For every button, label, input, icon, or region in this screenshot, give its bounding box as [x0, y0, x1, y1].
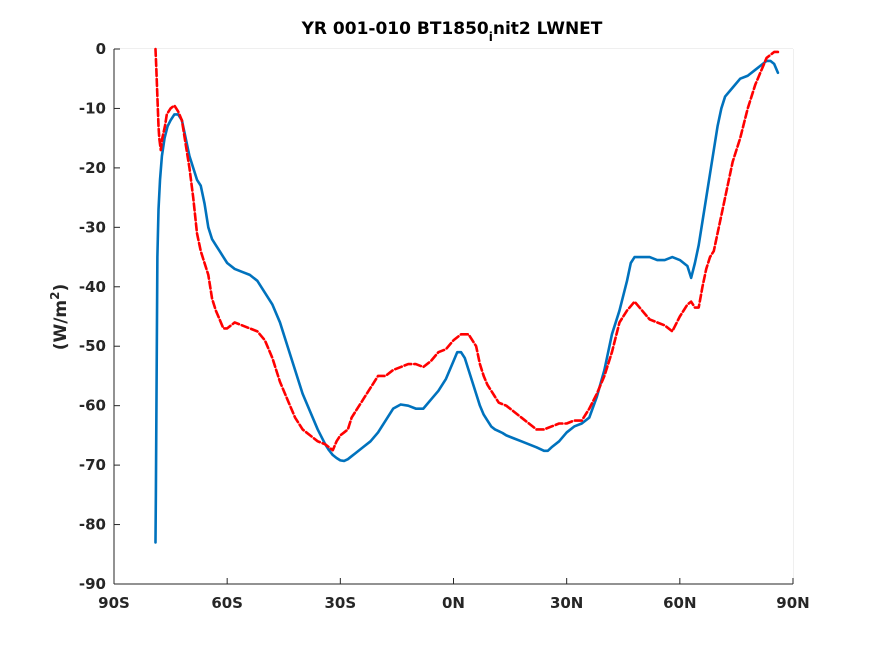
- plot-area: [114, 49, 793, 584]
- y-axis-label-prefix: (W/m: [51, 300, 71, 350]
- y-axis-ticks: 0 -10 -20 -30 -40 -50 -60 -70 -80 -90: [79, 40, 120, 593]
- y-tick-label: -90: [79, 575, 106, 593]
- y-tick-label: 0: [96, 40, 106, 58]
- y-tick-label: -80: [79, 516, 106, 534]
- x-tick-label: 30N: [550, 594, 583, 612]
- x-tick-label: 60S: [211, 594, 243, 612]
- x-tick-label: 90N: [776, 594, 809, 612]
- y-axis-label: (W/m2): [48, 284, 71, 351]
- chart-title-rest: nit2 LWNET: [493, 19, 603, 39]
- series-line-1: [154, 59, 780, 544]
- y-tick-label: -40: [79, 278, 106, 296]
- x-tick-label: 60N: [663, 594, 696, 612]
- x-tick-label: 0N: [442, 594, 465, 612]
- y-tick-label: -10: [79, 99, 106, 117]
- chart-title-main: YR 001-010 BT1850: [301, 19, 489, 39]
- x-tick-label: 30S: [324, 594, 356, 612]
- y-axis-label-superscript: 2: [48, 291, 62, 299]
- plot-background: [114, 49, 793, 584]
- y-tick-label: -50: [79, 337, 106, 355]
- chart-title: YR 001-010 BT1850init2 LWNET: [301, 19, 603, 44]
- chart-title-subscript: i: [489, 30, 493, 44]
- series-line-2: [154, 47, 780, 452]
- x-axis-ticks: 90S 60S 30S 0N 30N 60N 90N: [98, 578, 810, 612]
- y-axis-label-suffix: ): [51, 284, 71, 292]
- series-layer: [154, 47, 780, 544]
- y-tick-label: -30: [79, 218, 106, 236]
- y-tick-label: -60: [79, 397, 106, 415]
- y-tick-label: -20: [79, 159, 106, 177]
- x-tick-label: 90S: [98, 594, 130, 612]
- y-tick-label: -70: [79, 456, 106, 474]
